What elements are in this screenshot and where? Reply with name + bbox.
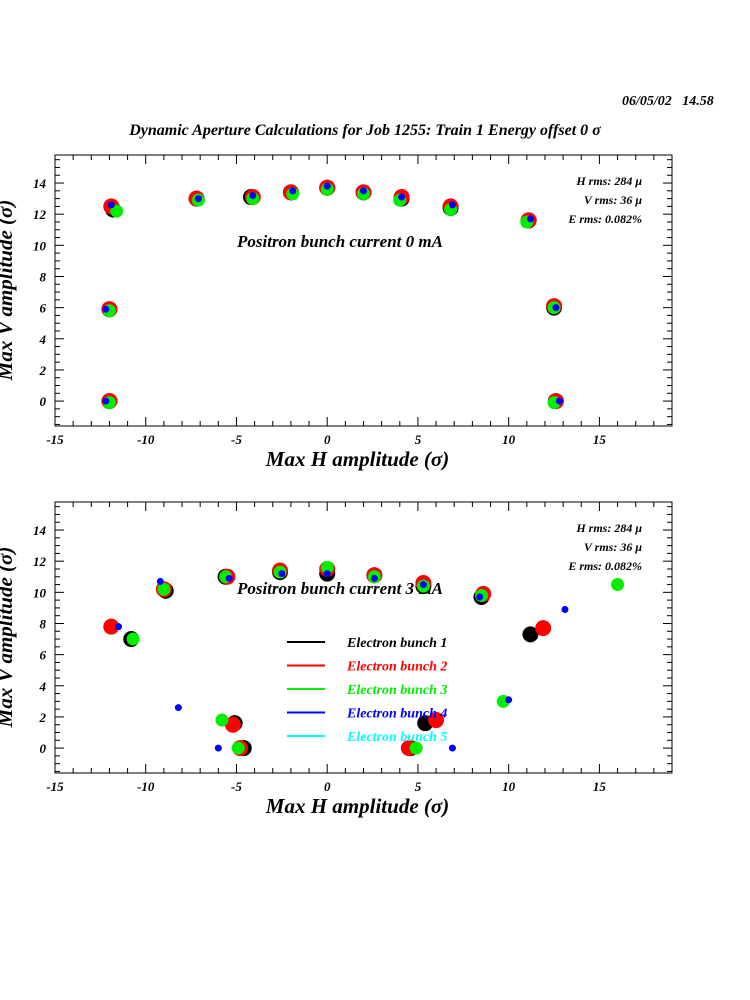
data-point <box>215 713 229 727</box>
data-point <box>289 187 297 195</box>
x-tick-label: 5 <box>415 432 422 447</box>
data-point <box>157 582 171 596</box>
y-tick-label: 6 <box>40 301 47 316</box>
y-tick-label: 8 <box>40 616 47 631</box>
data-point <box>156 577 164 585</box>
chart-panel-2: -15 -10 -5 0 5 10 15 0 2 4 6 8 10 12 14 Max H amplitude… <box>0 501 673 818</box>
series-1 <box>101 179 564 410</box>
y-tick-label: 6 <box>40 648 47 663</box>
y-tick-label: 0 <box>40 394 47 409</box>
x-tick-label: 5 <box>415 779 422 794</box>
data-point <box>476 593 484 601</box>
data-point <box>103 618 120 635</box>
x-tick-label: -15 <box>46 779 64 794</box>
x-tick-label: -5 <box>231 432 242 447</box>
current-annotation: Positron bunch current 3 mA <box>236 579 443 598</box>
x-tick-label: 10 <box>502 779 516 794</box>
data-point <box>448 744 456 752</box>
date-text: 06/05/02 <box>622 94 672 109</box>
y-tick-label: 14 <box>33 523 47 538</box>
data-point <box>552 304 560 312</box>
y-tick-label: 8 <box>40 269 47 284</box>
current-annotation: Positron bunch current 0 mA <box>236 232 443 251</box>
x-tick-label: 0 <box>324 432 331 447</box>
y-tick-label: 10 <box>33 585 47 600</box>
x-tick-label: 15 <box>593 432 607 447</box>
y-tick-label: 2 <box>39 363 47 378</box>
data-point <box>561 605 569 613</box>
y-tick-label: 12 <box>33 207 47 222</box>
x-tick-label: -10 <box>137 779 155 794</box>
rms-label: V rms: 36 μ <box>584 193 642 207</box>
y-tick-label: 2 <box>39 710 47 725</box>
data-point <box>555 397 563 405</box>
data-point <box>214 744 222 752</box>
y-tick-label: 0 <box>40 741 47 756</box>
legend-label: Electron bunch 2 <box>346 660 447 675</box>
legend-label: Electron bunch 5 <box>346 730 447 745</box>
data-point <box>224 716 241 733</box>
x-tick-label: -15 <box>46 432 64 447</box>
data-point <box>360 187 367 195</box>
data-point <box>323 182 331 190</box>
data-point <box>611 578 625 592</box>
data-point <box>505 696 513 704</box>
legend-label: Electron bunch 4 <box>346 707 447 722</box>
data-point <box>428 712 445 729</box>
time-text: 14.58 <box>682 94 714 109</box>
x-tick-label: -10 <box>137 432 155 447</box>
data-point <box>526 215 534 223</box>
rms-label: E rms: 0.082% <box>567 212 642 226</box>
data-point <box>174 704 182 712</box>
series-3 <box>102 182 561 410</box>
data-point <box>225 574 233 582</box>
rms-label: H rms: 284 μ <box>575 521 642 535</box>
legend-label: Electron bunch 1 <box>346 636 447 651</box>
legend-label: Electron bunch 3 <box>346 683 447 698</box>
rms-label: E rms: 0.082% <box>567 559 642 573</box>
y-tick-label: 10 <box>33 238 47 253</box>
data-point <box>320 560 334 574</box>
x-tick-label: 15 <box>593 779 607 794</box>
data-point <box>231 741 245 755</box>
y-axis-label: Max V amplitude (σ) <box>0 200 17 382</box>
x-tick-label: -5 <box>231 779 242 794</box>
y-axis-label: Max V amplitude (σ) <box>0 547 17 729</box>
data-point <box>102 305 110 313</box>
date-stamp: 06/05/02 14.58 <box>622 94 714 110</box>
x-axis-label: Max H amplitude (σ) <box>265 794 449 818</box>
data-point <box>370 574 378 582</box>
data-point <box>323 570 331 578</box>
y-tick-label: 4 <box>39 679 47 694</box>
data-point <box>110 204 124 218</box>
data-point <box>278 570 286 578</box>
data-point <box>419 581 427 589</box>
data-point <box>398 193 406 201</box>
series-4 <box>115 570 569 752</box>
data-point <box>522 626 539 643</box>
data-point <box>194 195 202 203</box>
data-point <box>535 620 552 637</box>
x-axis-label: Max H amplitude (σ) <box>265 447 449 471</box>
legend: Electron bunch 1 Electron bunch 2 Electron… <box>287 636 447 745</box>
y-tick-label: 4 <box>39 332 47 347</box>
series-4 <box>102 182 563 405</box>
data-point <box>409 741 423 755</box>
y-tick-label: 12 <box>33 554 47 569</box>
series-2 <box>101 179 564 410</box>
x-tick-label: 10 <box>502 432 516 447</box>
data-point <box>115 623 123 631</box>
data-point <box>107 201 115 209</box>
rms-label: H rms: 284 μ <box>575 174 642 188</box>
data-point <box>448 201 456 209</box>
data-point <box>102 397 110 405</box>
rms-label: V rms: 36 μ <box>584 540 642 554</box>
chart-panel-1: -15 -10 -5 0 5 10 15 0 2 4 6 8 10 12 14 Max H amplitude… <box>0 154 673 471</box>
data-point <box>126 632 140 646</box>
y-tick-label: 14 <box>33 176 47 191</box>
x-tick-label: 0 <box>324 779 331 794</box>
data-point <box>249 191 257 199</box>
page-title: Dynamic Aperture Calculations for Job 12… <box>129 122 601 139</box>
